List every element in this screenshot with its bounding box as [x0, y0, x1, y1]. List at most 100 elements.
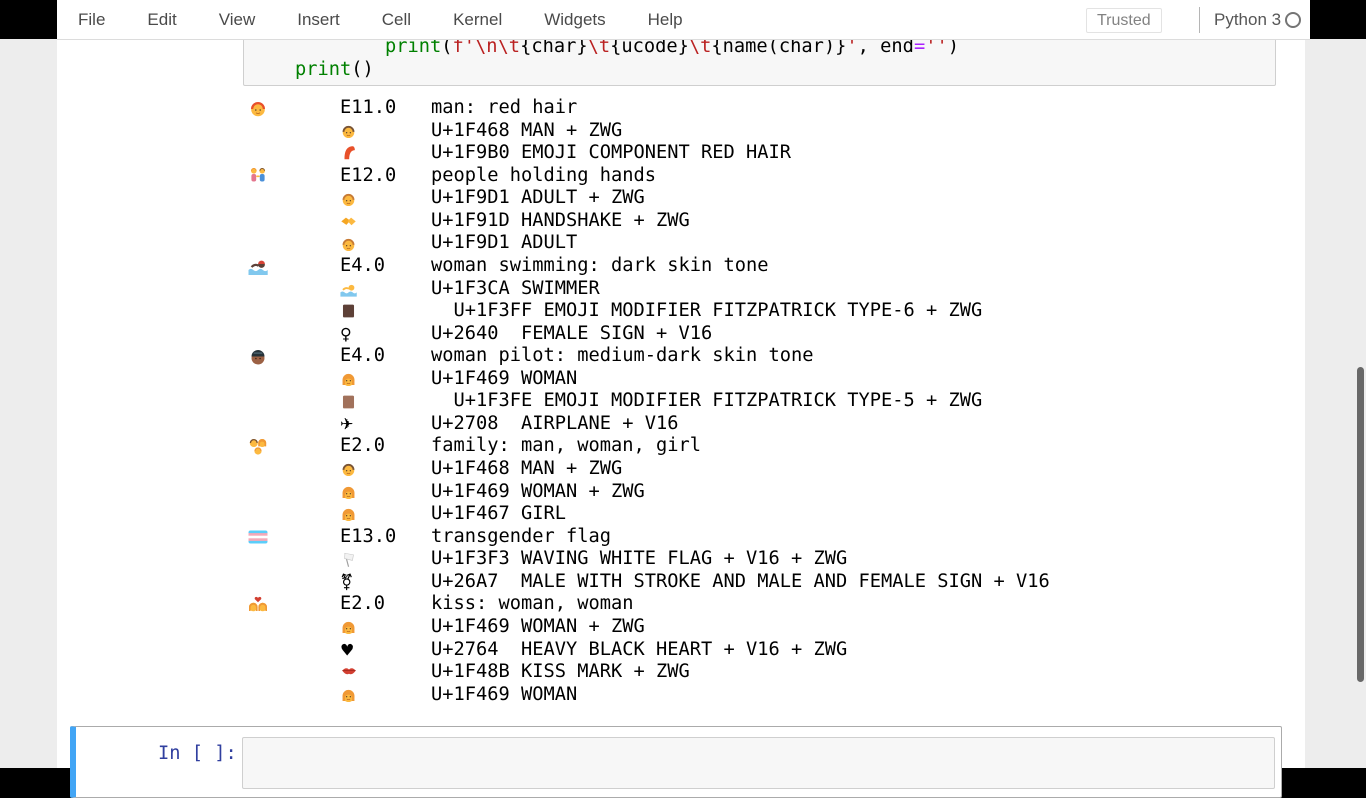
- trusted-badge: Trusted: [1086, 8, 1162, 33]
- output-row: U+1F3FF EMOJI MODIFIER FITZPATRICK TYPE-…: [243, 300, 1283, 323]
- unicode-entry-text: U+1F467 GIRL: [431, 503, 567, 525]
- code-token: {ucode}: [610, 36, 689, 57]
- woman-emoji: [340, 483, 357, 500]
- unicode-entry-text: U+2640 FEMALE SIGN + V16: [431, 322, 713, 344]
- unicode-entry-text: U+1F9B0 EMOJI COMPONENT RED HAIR: [431, 142, 792, 164]
- output-row: U+1F9D1 ADULT: [243, 232, 1283, 255]
- unicode-entry-text: U+1F469 WOMAN + ZWG: [431, 480, 645, 502]
- code-token: ': [846, 36, 858, 57]
- woman-pilot-mediumdark-emoji: [248, 346, 268, 366]
- output-row: E2.0 family: man, woman, girl: [243, 435, 1283, 458]
- code-line: print(): [250, 59, 1269, 82]
- kernel-divider: [1199, 7, 1200, 33]
- menu-item-kernel[interactable]: Kernel: [453, 10, 503, 29]
- output-row: U+1F469 WOMAN: [243, 368, 1283, 391]
- adult-emoji: [340, 190, 357, 207]
- menu-list: File Edit View Insert Cell Kernel Widgets Help: [57, 0, 1310, 39]
- output-row: E12.0 people holding hands: [243, 165, 1283, 188]
- unicode-entry-text: U+1F469 WOMAN: [431, 367, 578, 389]
- input-prompt: In [ ]:: [158, 743, 237, 764]
- code-token: print: [295, 58, 352, 80]
- kernel-idle-circle-icon: [1285, 12, 1301, 28]
- code-token: {name(char)}: [711, 36, 847, 57]
- code-token: \t: [688, 36, 712, 57]
- code-cell-input[interactable]: print(f'\n\t{char}\t{ucode}\t{name(char)…: [243, 31, 1276, 87]
- emoji-name-text: people holding hands: [431, 164, 657, 186]
- emoji-name-text: family: man, woman, girl: [431, 435, 702, 457]
- swimmer-emoji: [340, 280, 357, 297]
- unicode-entry-text: U+2708 AIRPLANE + V16: [431, 412, 679, 434]
- female-sign-emoji: ♀: [340, 324, 352, 344]
- selected-empty-cell[interactable]: In [ ]:: [70, 726, 1282, 798]
- notebook-menubar: File Edit View Insert Cell Kernel Widgets Help …: [57, 0, 1310, 40]
- emoji-version-label: E4.0: [340, 345, 386, 367]
- scrollbar-thumb[interactable]: [1357, 367, 1364, 682]
- output-row: E4.0 woman swimming: dark skin tone: [243, 255, 1283, 278]
- man-red-hair-emoji: [248, 98, 268, 118]
- unicode-entry-text: U+1F468 MAN + ZWG: [431, 458, 623, 479]
- menu-item-edit[interactable]: Edit: [147, 10, 177, 29]
- unicode-entry-text: U+1F3CA SWIMMER: [431, 277, 600, 299]
- empty-code-input[interactable]: [242, 737, 1275, 789]
- code-token: =: [913, 36, 926, 57]
- notebook-container: print(f'\n\t{char}\t{ucode}\t{name(char)…: [57, 31, 1305, 798]
- man-emoji: [340, 461, 357, 478]
- woman-swimming-dark-emoji: [248, 256, 268, 276]
- unicode-entry-text: U+1F468 MAN + ZWG: [431, 119, 623, 141]
- unicode-entry-text: U+1F9D1 ADULT: [431, 232, 578, 254]
- code-token: end: [880, 36, 914, 57]
- output-row: ♥ U+2764 HEAVY BLACK HEART + V16 + ZWG: [243, 639, 1283, 662]
- menu-item-insert[interactable]: Insert: [297, 10, 340, 29]
- code-token: \t: [587, 36, 611, 57]
- emoji-version-label: E2.0: [340, 593, 386, 615]
- adult-emoji: [340, 235, 357, 252]
- output-row: E4.0 woman pilot: medium-dark skin tone: [243, 345, 1283, 368]
- transgender-flag-emoji: [248, 527, 268, 547]
- menu-item-file[interactable]: File: [78, 10, 106, 29]
- code-token: (): [351, 58, 374, 80]
- output-area: E11.0 man: red hair U+1F468 MAN + ZWG U+1F9…: [243, 97, 1283, 706]
- menu-item-cell[interactable]: Cell: [381, 10, 412, 29]
- output-row: U+1F9D1 ADULT + ZWG: [243, 187, 1283, 210]
- output-row: U+1F91D HANDSHAKE + ZWG: [243, 210, 1283, 233]
- emoji-name-text: woman swimming: dark skin tone: [431, 254, 769, 276]
- output-row: ⚧ U+26A7 MALE WITH STROKE AND MALE AND FE…: [243, 571, 1283, 594]
- emoji-name-text: transgender flag: [431, 525, 612, 547]
- output-row: E2.0 kiss: woman, woman: [243, 593, 1283, 616]
- code-token: (: [441, 36, 453, 57]
- unicode-entry-text: U+1F3FF EMOJI MODIFIER FITZPATRICK TYPE-…: [431, 300, 983, 322]
- output-row: E11.0 man: red hair: [243, 97, 1283, 120]
- emoji-name-text: woman pilot: medium-dark skin tone: [431, 345, 814, 367]
- heavy-black-heart-emoji: ♥: [340, 640, 355, 660]
- unicode-entry-text: U+1F469 WOMAN + ZWG: [431, 615, 645, 637]
- code-line: print(f'\n\t{char}\t{ucode}\t{name(char)…: [250, 36, 1269, 59]
- output-row: U+1F469 WOMAN + ZWG: [243, 481, 1283, 504]
- output-row: U+1F468 MAN + ZWG: [243, 120, 1283, 143]
- girl-emoji: [340, 506, 357, 523]
- people-holding-hands-emoji: [248, 166, 268, 186]
- kernel-name-label: Python 3: [1214, 10, 1282, 29]
- menu-item-help[interactable]: Help: [647, 10, 683, 29]
- transgender-sign-emoji: ⚧: [340, 572, 354, 592]
- unicode-entry-text: U+1F91D HANDSHAKE + ZWG: [431, 209, 690, 231]
- menu-item-view[interactable]: View: [218, 10, 256, 29]
- skin-tone-6-emoji: [340, 303, 357, 320]
- emoji-version-label: E4.0: [340, 254, 386, 276]
- unicode-entry-text: U+1F48B KISS MARK + ZWG: [431, 661, 690, 683]
- output-row: U+1F467 GIRL: [243, 503, 1283, 526]
- output-row: ✈ U+2708 AIRPLANE + V16: [243, 413, 1283, 436]
- unicode-entry-text: U+1F469 WOMAN: [431, 683, 578, 705]
- emoji-name-text: kiss: woman, woman: [431, 593, 634, 615]
- code-token: '': [925, 36, 948, 57]
- output-row: U+1F3F3 WAVING WHITE FLAG + V16 + ZWG: [243, 548, 1283, 571]
- kiss-mark-emoji: [340, 663, 358, 681]
- handshake-emoji: [340, 213, 357, 230]
- unicode-entry-text: U+26A7 MALE WITH STROKE AND MALE AND FEM…: [431, 570, 1050, 592]
- menu-item-widgets[interactable]: Widgets: [544, 10, 606, 29]
- output-row: U+1F9B0 EMOJI COMPONENT RED HAIR: [243, 142, 1283, 165]
- output-row: U+1F3CA SWIMMER: [243, 278, 1283, 301]
- emoji-version-label: E2.0: [340, 435, 386, 457]
- emoji-version-label: E13.0: [340, 525, 397, 547]
- man-emoji: [340, 122, 357, 139]
- code-token: ): [947, 36, 959, 57]
